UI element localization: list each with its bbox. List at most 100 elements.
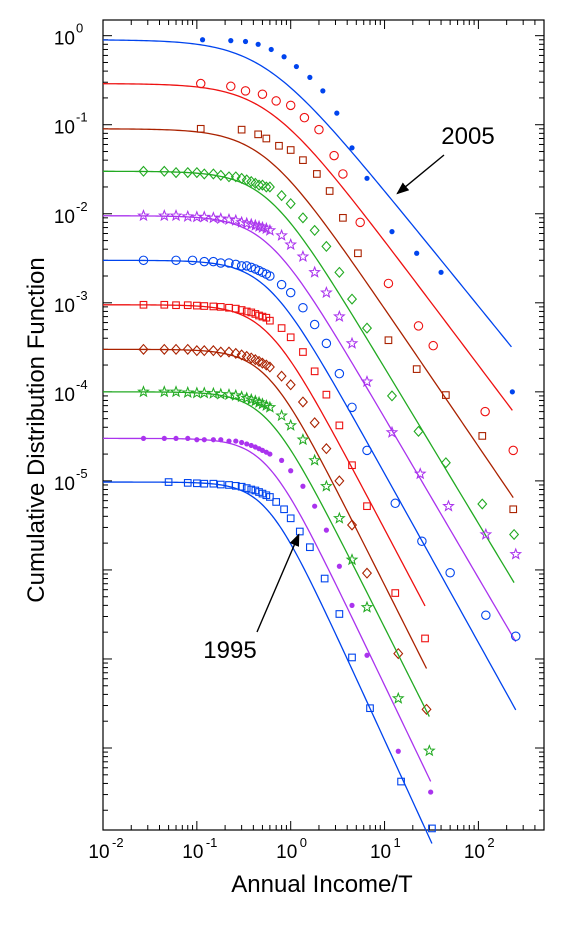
data-point bbox=[236, 261, 247, 271]
data-point bbox=[195, 78, 206, 89]
y-tick-label: 10-3 bbox=[54, 288, 88, 317]
data-point bbox=[216, 480, 225, 489]
data-point bbox=[215, 169, 226, 181]
data-point bbox=[276, 189, 287, 202]
data-point bbox=[200, 302, 209, 310]
data-point bbox=[314, 124, 324, 135]
series-8 bbox=[103, 385, 436, 757]
data-point bbox=[338, 169, 348, 179]
data-point bbox=[421, 703, 432, 715]
data-point bbox=[334, 475, 345, 487]
data-point bbox=[210, 437, 216, 443]
data-point bbox=[285, 197, 296, 210]
data-point bbox=[275, 228, 288, 241]
data-point bbox=[308, 453, 322, 466]
data-point bbox=[440, 457, 451, 469]
y-tick-exponent: -2 bbox=[76, 199, 88, 214]
data-point bbox=[231, 259, 241, 270]
data-point bbox=[325, 187, 334, 195]
data-point bbox=[242, 38, 249, 45]
data-point bbox=[428, 824, 436, 833]
fit-line bbox=[102, 215, 517, 643]
x-tick-label: 10 0 bbox=[276, 835, 307, 863]
data-point bbox=[169, 385, 183, 398]
data-point bbox=[268, 46, 274, 53]
data-point bbox=[361, 322, 373, 334]
series-7 bbox=[103, 343, 432, 715]
x-tick-exponent: 1 bbox=[394, 835, 401, 850]
data-point bbox=[200, 479, 209, 488]
data-point bbox=[349, 145, 355, 151]
plot-frame bbox=[102, 19, 545, 831]
annotations: 2005 1995 bbox=[203, 123, 494, 664]
data-point bbox=[271, 96, 281, 106]
data-point bbox=[236, 172, 247, 184]
data-point bbox=[321, 240, 332, 253]
data-point bbox=[509, 528, 520, 541]
y-tick-exponent: -1 bbox=[76, 110, 88, 125]
y-tick-exponent: -5 bbox=[76, 466, 88, 481]
series-0 bbox=[102, 37, 515, 395]
data-point bbox=[218, 437, 224, 443]
y-tick-base: 10 bbox=[54, 385, 75, 406]
fit-line bbox=[102, 83, 513, 411]
data-point bbox=[244, 441, 250, 447]
data-point bbox=[216, 303, 225, 311]
data-point bbox=[413, 467, 427, 480]
data-point bbox=[263, 400, 277, 413]
data-point bbox=[272, 498, 281, 506]
data-point bbox=[299, 156, 307, 165]
data-point bbox=[413, 425, 424, 437]
data-point bbox=[309, 417, 320, 429]
y-tick-label: 100 bbox=[54, 21, 83, 50]
data-point bbox=[285, 287, 296, 298]
data-point bbox=[480, 406, 490, 417]
data-point bbox=[222, 212, 236, 226]
data-point bbox=[355, 217, 365, 228]
data-point bbox=[299, 348, 307, 356]
data-point bbox=[256, 220, 269, 233]
data-point bbox=[361, 567, 373, 579]
data-point bbox=[263, 223, 277, 236]
data-point bbox=[137, 385, 150, 398]
data-point bbox=[346, 519, 358, 531]
x-tick-exponent: 0 bbox=[300, 835, 307, 850]
data-point bbox=[275, 141, 283, 150]
data-point bbox=[223, 346, 235, 358]
data-point bbox=[297, 212, 308, 224]
data-point bbox=[308, 265, 322, 278]
data-point bbox=[348, 461, 356, 470]
data-point bbox=[172, 301, 180, 310]
data-point bbox=[164, 478, 173, 486]
y-tick-exponent: 0 bbox=[76, 21, 83, 36]
y-tick-exponent: -3 bbox=[76, 288, 88, 303]
data-point bbox=[345, 336, 359, 349]
data-point bbox=[265, 271, 275, 281]
data-point bbox=[395, 748, 401, 754]
data-point bbox=[509, 547, 523, 560]
data-point bbox=[267, 451, 273, 457]
data-point bbox=[313, 170, 321, 178]
data-point bbox=[248, 442, 254, 449]
data-point bbox=[222, 387, 236, 401]
data-point bbox=[329, 150, 339, 161]
data-point bbox=[258, 489, 267, 498]
x-tick-exponent: -1 bbox=[206, 835, 218, 850]
data-point bbox=[346, 293, 358, 305]
data-point bbox=[296, 433, 310, 446]
data-point bbox=[336, 563, 342, 569]
data-point bbox=[242, 484, 251, 492]
data-point bbox=[160, 300, 169, 309]
data-point bbox=[508, 445, 518, 456]
series-5 bbox=[103, 255, 521, 711]
data-point bbox=[349, 602, 355, 608]
data-point bbox=[254, 179, 265, 191]
data-point bbox=[199, 168, 210, 180]
data-point bbox=[223, 171, 235, 183]
data-point bbox=[414, 250, 420, 256]
data-point bbox=[161, 435, 167, 442]
x-tick-exponent: -2 bbox=[112, 835, 124, 850]
data-point bbox=[229, 388, 243, 401]
data-point bbox=[264, 181, 275, 193]
series-10 bbox=[103, 478, 436, 844]
